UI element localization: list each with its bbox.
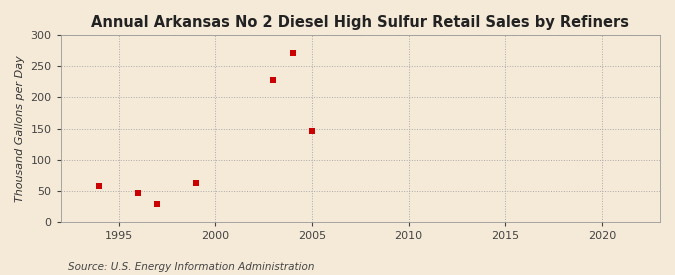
Point [152, 202, 163, 207]
Point [132, 190, 143, 195]
Y-axis label: Thousand Gallons per Day: Thousand Gallons per Day [15, 55, 25, 202]
Point [306, 129, 317, 133]
Point [94, 184, 105, 188]
Title: Annual Arkansas No 2 Diesel High Sulfur Retail Sales by Refiners: Annual Arkansas No 2 Diesel High Sulfur … [91, 15, 629, 30]
Point [288, 51, 298, 55]
Text: Source: U.S. Energy Information Administration: Source: U.S. Energy Information Administ… [68, 262, 314, 272]
Point [268, 78, 279, 82]
Point [190, 180, 201, 185]
